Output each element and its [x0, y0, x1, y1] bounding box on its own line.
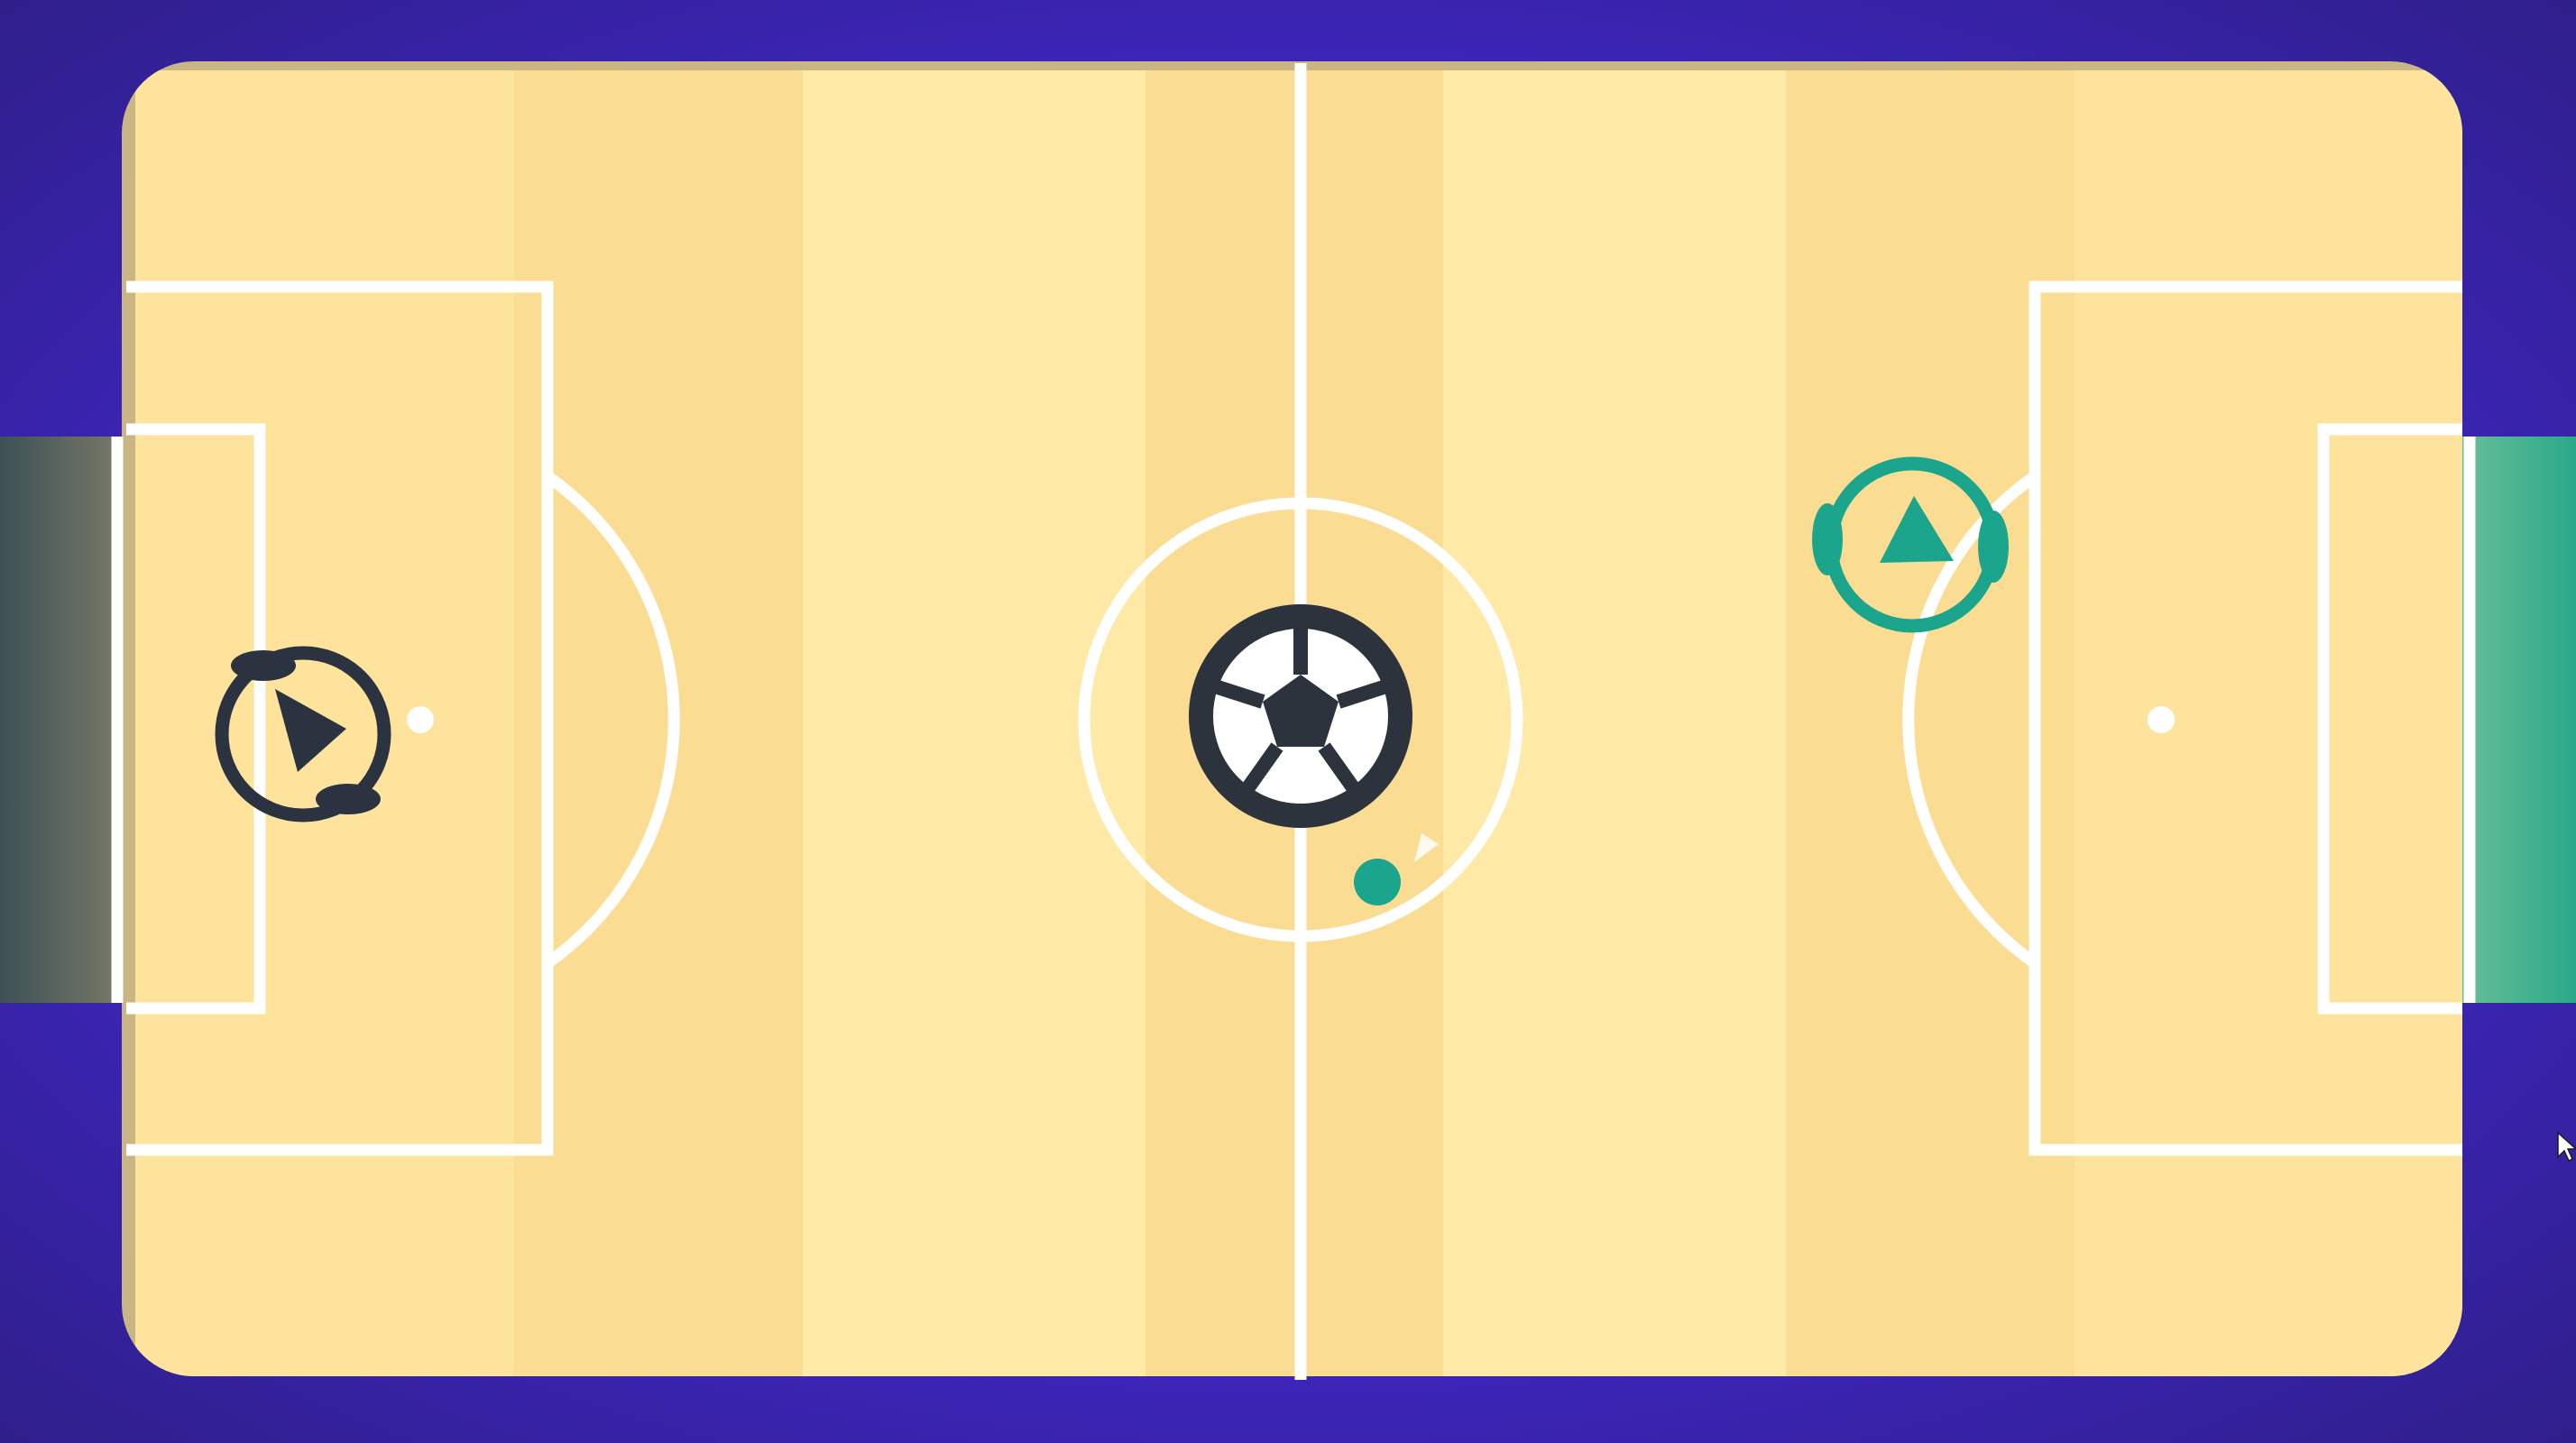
ball[interactable]	[1189, 604, 1412, 828]
penalty-spot-left	[407, 706, 434, 733]
pitch-stripe	[2075, 70, 2462, 1376]
mouse-pointer-icon	[2558, 1133, 2576, 1161]
goal-left	[0, 437, 128, 1003]
penalty-spot-right	[2148, 706, 2175, 733]
pitch-stripe	[514, 70, 803, 1376]
